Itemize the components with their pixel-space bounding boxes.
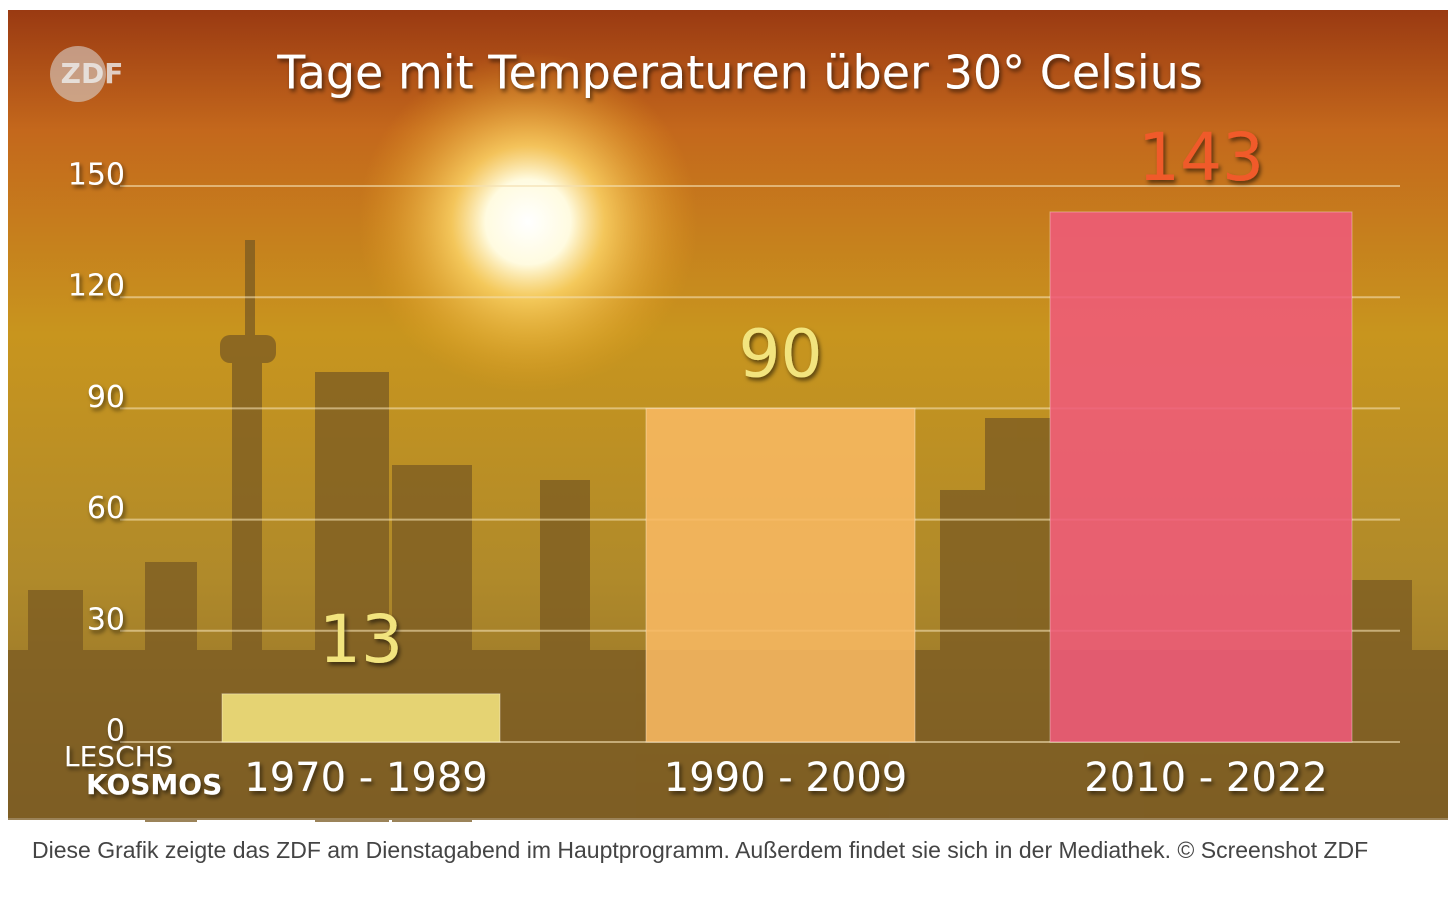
sun [358,52,698,392]
bar [645,407,916,743]
x-tick-label: 1970 - 1989 [244,755,487,801]
x-tick-label: 1990 - 2009 [664,755,907,801]
y-tick-label: 150 [68,158,125,193]
branding: KOSMOS [86,768,222,801]
bar [221,693,501,743]
logo: ZDF [61,57,124,90]
x-tick-label: 2010 - 2022 [1084,755,1327,801]
branding: LESCHS [64,740,173,773]
y-tick-label: 120 [68,269,125,304]
y-tick-label: 90 [87,380,125,415]
y-tick-label: 30 [87,602,125,637]
chart: ZDF Tage mit Temperaturen über 30° Celsi… [8,10,1448,822]
chart-title: Tage mit Temperaturen über 30° Celsius [276,46,1203,100]
logo-badge [50,46,106,102]
bar [1049,211,1353,743]
y-tick-label: 0 [106,714,125,749]
value-label: 90 [739,315,823,392]
value-label: 13 [319,601,403,678]
value-label: 143 [1138,119,1264,196]
caption: Diese Grafik zeigte das ZDF am Dienstaga… [32,837,1369,863]
y-tick-label: 60 [87,491,125,526]
